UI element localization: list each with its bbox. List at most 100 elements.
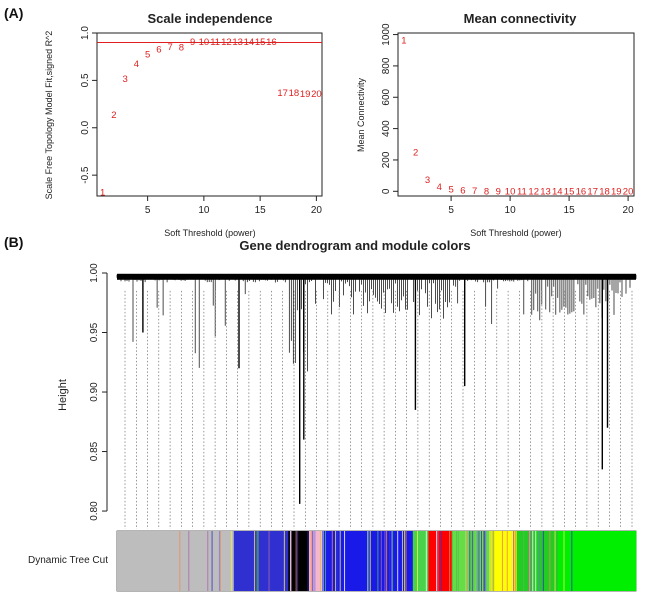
si-point-4: 4 (134, 59, 139, 70)
module-stripe (254, 531, 256, 591)
scale-independence-plot: Scale independence 5 10 15 20-0.50.00.51.0 … (44, 11, 323, 238)
mc-ytick-label: 200 (381, 151, 392, 168)
dd-branches (116, 274, 637, 372)
module-stripe (218, 531, 220, 591)
panel-a-label: (A) (4, 5, 23, 21)
module-stripe (437, 531, 439, 591)
si-point-8: 8 (179, 43, 184, 54)
color-bar-label: Dynamic Tree Cut (28, 555, 108, 566)
module-stripe (297, 531, 299, 591)
module-stripe (478, 531, 480, 591)
si-xtick-label: 20 (311, 205, 323, 216)
module-stripe (480, 531, 482, 591)
si-point-12: 12 (221, 37, 232, 48)
si-point-10: 10 (199, 37, 210, 48)
dd-ytick-label: 0.85 (89, 441, 100, 461)
module-stripe (513, 531, 515, 591)
mc-xtick-label: 15 (564, 205, 576, 216)
mean-connectivity-frame (397, 32, 635, 197)
module-stripe (456, 531, 458, 591)
module-stripe (484, 531, 486, 591)
dd-ytick-label: 0.80 (89, 501, 100, 521)
si-point-6: 6 (156, 45, 161, 56)
si-xtick-label: 5 (145, 205, 151, 216)
module-color-5 (412, 531, 429, 591)
mc-point-17: 17 (587, 187, 598, 198)
module-stripe (257, 531, 259, 591)
mc-point-16: 16 (576, 187, 587, 198)
si-ytick-label: -0.5 (80, 166, 91, 184)
mc-point-2: 2 (413, 148, 418, 159)
mc-ytick-label: 0 (381, 188, 392, 194)
module-stripe (510, 531, 512, 591)
mc-ytick-label: 1000 (381, 23, 392, 46)
module-stripe (258, 531, 260, 591)
mc-point-6: 6 (460, 186, 465, 197)
module-stripe (515, 531, 517, 591)
module-stripe (489, 531, 491, 591)
module-stripe (397, 531, 399, 591)
module-stripe (380, 531, 382, 591)
si-point-1: 1 (100, 188, 105, 199)
si-point-17: 17 (277, 88, 288, 99)
module-stripe (344, 531, 346, 591)
scale-independence-frame (96, 32, 323, 197)
module-stripe (563, 531, 565, 591)
mc-ytick-label: 600 (381, 88, 392, 105)
module-stripe (485, 531, 487, 591)
si-point-18: 18 (289, 88, 300, 99)
module-stripe (391, 531, 393, 591)
si-ytick-label: 0.5 (80, 73, 91, 87)
dd-ytick-label: 0.95 (89, 322, 100, 342)
module-stripe (188, 531, 190, 591)
module-color-9 (516, 531, 559, 591)
module-stripe (531, 531, 533, 591)
si-point-19: 19 (300, 89, 311, 100)
module-stripe (535, 531, 537, 591)
dd-deep-branches (142, 274, 609, 504)
si-point-7: 7 (167, 42, 172, 53)
module-stripe (493, 531, 495, 591)
module-stripe (386, 531, 388, 591)
module-stripe (320, 531, 322, 591)
scale-independence-title: Scale independence (148, 11, 273, 26)
mc-point-20: 20 (623, 187, 634, 198)
dendrogram-branches (116, 273, 637, 529)
gene-dendrogram-plot: Gene dendrogram and module colors 0.800.… (28, 238, 637, 592)
module-stripe (211, 531, 213, 591)
module-stripe (179, 531, 181, 591)
module-stripe (532, 531, 534, 591)
module-stripe (542, 531, 544, 591)
module-stripe (401, 531, 403, 591)
mc-ytick-label: 800 (381, 57, 392, 74)
module-stripe (436, 531, 438, 591)
mc-point-5: 5 (448, 184, 453, 195)
mc-point-4: 4 (437, 182, 442, 193)
module-stripe (268, 531, 270, 591)
dendrogram-ylabel: Height (57, 379, 69, 411)
mc-point-10: 10 (505, 187, 516, 198)
module-color-0 (117, 531, 235, 591)
dd-ytick-label: 1.00 (89, 263, 100, 283)
module-stripe (310, 531, 312, 591)
mc-point-18: 18 (599, 187, 610, 198)
module-stripe (384, 531, 386, 591)
module-stripe (322, 531, 324, 591)
dd-leaf-guides (124, 290, 633, 529)
module-stripe (417, 531, 419, 591)
si-point-16: 16 (266, 37, 277, 48)
si-point-9: 9 (190, 37, 195, 48)
mean-connectivity-title: Mean connectivity (464, 11, 577, 26)
mc-point-11: 11 (517, 187, 527, 198)
module-stripe (549, 531, 551, 591)
module-stripe (324, 531, 326, 591)
module-color-2 (288, 531, 310, 591)
si-point-20: 20 (311, 89, 322, 100)
module-stripe (339, 531, 341, 591)
module-stripe (457, 531, 459, 591)
module-stripe (501, 531, 503, 591)
module-stripe (289, 531, 291, 591)
module-stripe (219, 531, 221, 591)
